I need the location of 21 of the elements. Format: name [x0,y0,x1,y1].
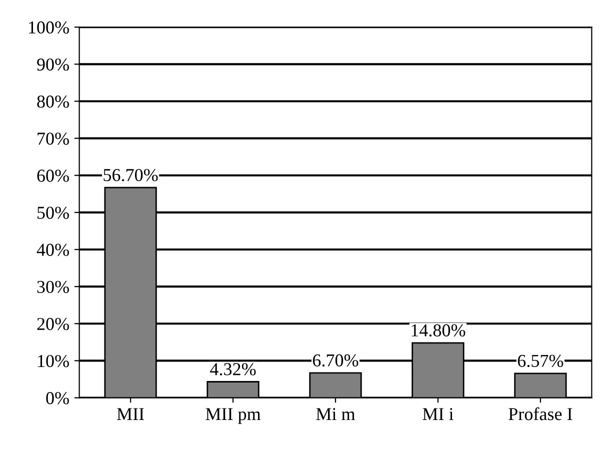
data-label: 14.80% [412,324,466,337]
data-label: 6.57% [518,354,564,368]
x-tick-label: Mi m [316,408,356,420]
y-tick-label: 10% [38,354,69,368]
x-tick-label: MI i [422,408,454,420]
y-tick-label: 90% [37,58,69,71]
x-tick-label: Profase I [508,407,572,420]
y-tick-label: 50% [38,206,69,219]
y-tick-label: 40% [36,244,69,256]
y-tick-label: 30% [37,280,69,294]
y-tick-label: 100% [29,21,69,34]
y-tick-label: 70% [38,132,69,145]
y-tick-label: 80% [37,96,69,108]
data-label: 6.70% [312,354,358,367]
y-tick-label: 20% [37,318,69,330]
data-label: 4.32% [210,363,256,376]
y-tick-label: 60% [37,170,69,182]
x-tick-label: MII pm [206,408,261,424]
data-label: 56.70% [104,168,158,182]
x-tick-label: MII [117,408,144,420]
y-tick-label: 0% [46,392,69,404]
